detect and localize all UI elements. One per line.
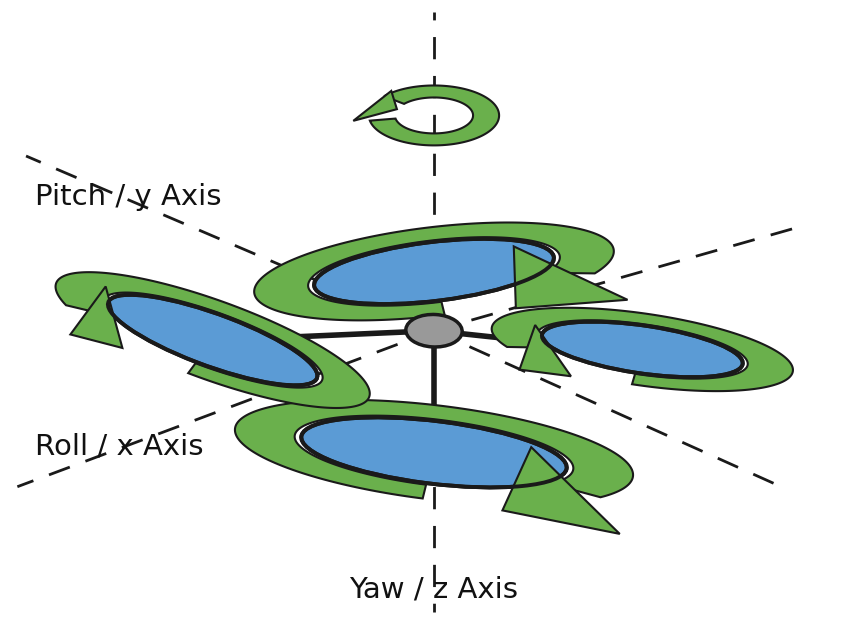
Polygon shape [254,223,614,320]
Ellipse shape [406,314,462,347]
Text: Yaw / z Axis: Yaw / z Axis [350,576,518,603]
Ellipse shape [314,239,554,304]
Polygon shape [491,308,793,391]
Polygon shape [235,400,633,499]
Polygon shape [519,325,571,376]
Polygon shape [503,447,620,534]
Ellipse shape [301,417,567,487]
Text: Roll / x Axis: Roll / x Axis [35,432,203,460]
Ellipse shape [108,295,318,386]
Ellipse shape [542,321,743,378]
Text: Pitch / y Axis: Pitch / y Axis [35,183,221,210]
Polygon shape [56,272,370,408]
Polygon shape [353,91,397,121]
Polygon shape [514,246,628,308]
Polygon shape [370,85,499,145]
Polygon shape [70,286,122,348]
